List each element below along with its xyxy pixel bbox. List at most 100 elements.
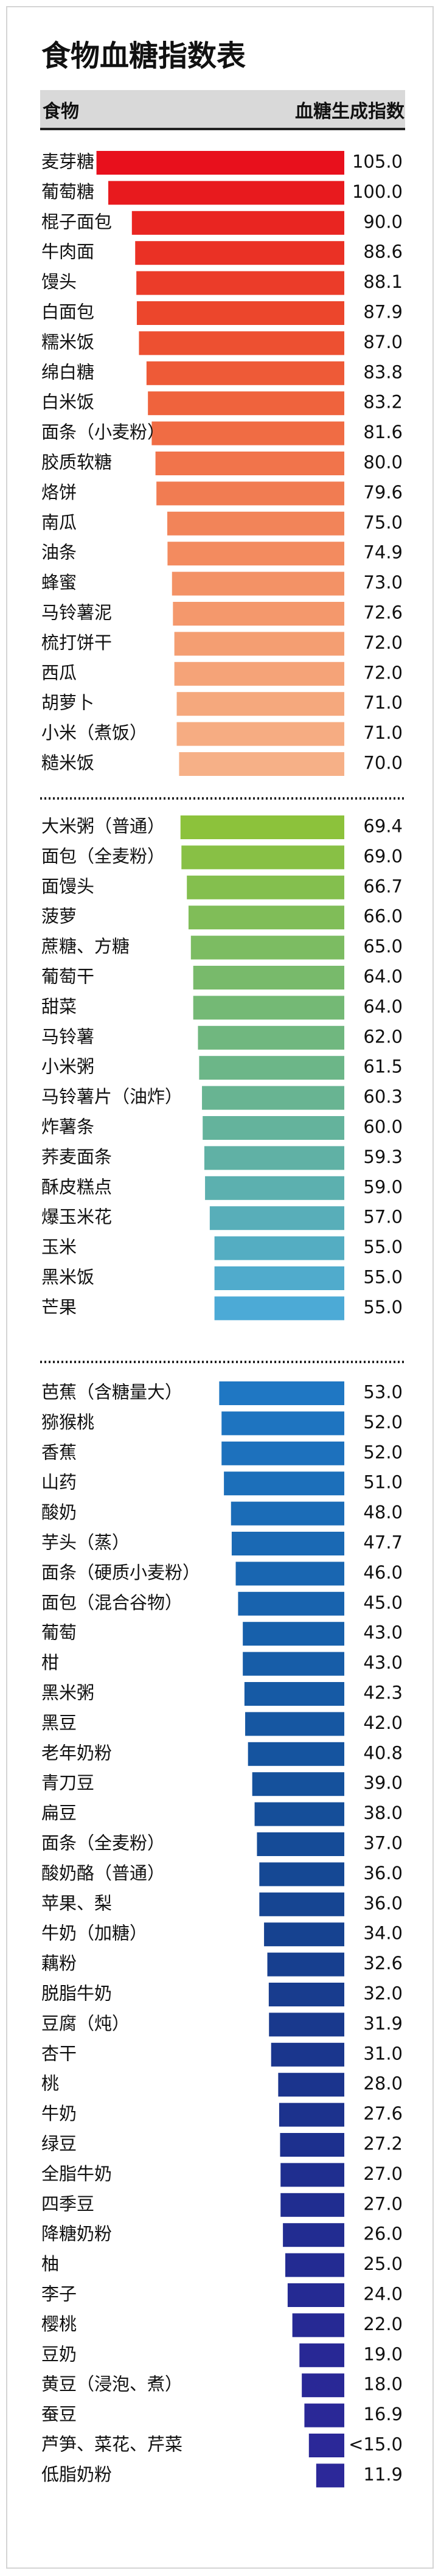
food-label: 棍子面包: [41, 211, 112, 232]
food-label: 梳打饼干: [41, 632, 112, 653]
food-label: 蔗糖、方糖: [41, 936, 130, 957]
food-label: 烙饼: [41, 482, 77, 503]
bar: [231, 1501, 344, 1526]
bar: [299, 2343, 344, 2367]
bar: [214, 1266, 344, 1290]
bar: [283, 2223, 344, 2247]
gi-value: 62.0: [363, 1026, 403, 1047]
header-food-label: 食物: [43, 101, 79, 122]
bar: [316, 2463, 344, 2488]
food-label: 葡萄: [41, 1622, 77, 1643]
bar: [259, 1892, 344, 1916]
bar: [280, 2133, 344, 2157]
bar: [199, 1056, 344, 1080]
header-rule: [40, 128, 405, 130]
bar: [155, 452, 344, 475]
food-label: 藕粉: [41, 1953, 77, 1974]
food-label: 青刀豆: [41, 1773, 94, 1793]
gi-value: 72.0: [363, 662, 403, 683]
food-label: 胶质软糖: [41, 452, 112, 473]
food-label: 马铃薯: [41, 1026, 94, 1047]
bar: [279, 2103, 344, 2127]
gi-value: 64.0: [363, 966, 403, 987]
gi-value: 25.0: [363, 2253, 403, 2274]
bar: [135, 241, 344, 265]
bar: [202, 1086, 344, 1110]
food-label: 面馒头: [41, 876, 94, 896]
bar: [176, 692, 344, 716]
bar: [205, 1176, 344, 1200]
bar: [257, 1832, 344, 1856]
gi-value: 90.0: [363, 211, 403, 232]
bar: [187, 875, 344, 899]
gi-value: 31.0: [363, 2043, 403, 2064]
food-label: 黄豆（浸泡、煮）: [41, 2374, 182, 2395]
gi-value: 42.0: [363, 1712, 403, 1733]
gi-value: 55.0: [363, 1237, 403, 1257]
gi-value: 71.0: [363, 722, 403, 743]
gi-value: 55.0: [363, 1267, 403, 1288]
bar: [151, 421, 344, 445]
food-label: 脱脂牛奶: [41, 1983, 112, 2004]
gi-value: 24.0: [363, 2284, 403, 2305]
bar: [176, 722, 344, 746]
header-gi-label: 血糖生成指数: [295, 101, 405, 122]
gi-value: 70.0: [363, 753, 403, 773]
gi-value: 88.6: [363, 242, 403, 262]
food-label: 酸奶酪（普通）: [41, 1863, 165, 1883]
food-label: 山药: [41, 1472, 77, 1493]
bar: [96, 151, 344, 175]
bar: [139, 331, 344, 355]
food-label: 面包（混合谷物）: [41, 1592, 182, 1613]
food-label: 柚: [41, 2253, 59, 2274]
gi-value: 47.7: [363, 1532, 403, 1553]
gi-value: 31.9: [363, 2013, 403, 2034]
food-label: 四季豆: [41, 2193, 94, 2214]
gi-value: 83.8: [363, 361, 403, 382]
gi-value: 36.0: [363, 1863, 403, 1883]
gi-value: 83.2: [363, 392, 403, 413]
bar: [203, 1116, 344, 1140]
food-label: 小米粥: [41, 1056, 94, 1077]
food-label: 芒果: [41, 1297, 77, 1318]
bar: [174, 661, 344, 686]
food-label: 柑: [41, 1652, 59, 1673]
bar: [136, 301, 344, 325]
gi-value: 34.0: [363, 1923, 403, 1944]
gi-value: 46.0: [363, 1562, 403, 1583]
food-label: 面条（硬质小麦粉）: [41, 1562, 200, 1583]
gi-value: 87.9: [363, 302, 403, 323]
bar: [172, 571, 344, 596]
bar: [243, 1622, 344, 1646]
food-label: 桃: [41, 2073, 59, 2094]
gi-value: 81.6: [363, 422, 403, 442]
chart-title: 食物血糖指数表: [41, 39, 246, 73]
gi-value: <15.0: [349, 2434, 403, 2455]
food-label: 葡萄糖: [41, 181, 94, 202]
food-label: 芦笋、菜花、芹菜: [41, 2434, 182, 2455]
gi-value: 43.0: [363, 1622, 403, 1643]
food-label: 油条: [41, 542, 77, 563]
gi-value: 22.0: [363, 2314, 403, 2334]
bar: [180, 815, 344, 839]
gi-value: 100.0: [352, 181, 403, 202]
food-label: 猕猴桃: [41, 1412, 94, 1433]
bar: [193, 966, 344, 990]
bar: [280, 2193, 344, 2217]
food-label: 黑米饭: [41, 1267, 94, 1288]
food-label: 糯米饭: [41, 332, 94, 352]
bar: [304, 2403, 344, 2428]
food-label: 苹果、梨: [41, 1893, 112, 1913]
bar: [214, 1236, 344, 1260]
gi-value: 73.0: [363, 572, 403, 593]
food-label: 酥皮糕点: [41, 1176, 112, 1197]
gi-value: 38.0: [363, 1803, 403, 1823]
food-label: 降糖奶粉: [41, 2224, 112, 2244]
food-label: 麦芽糖: [41, 152, 94, 172]
food-label: 菠萝: [41, 906, 77, 927]
gi-value: 69.0: [363, 846, 403, 867]
food-label: 马铃薯泥: [41, 602, 112, 623]
bar: [259, 1862, 344, 1887]
bar: [219, 1381, 344, 1405]
